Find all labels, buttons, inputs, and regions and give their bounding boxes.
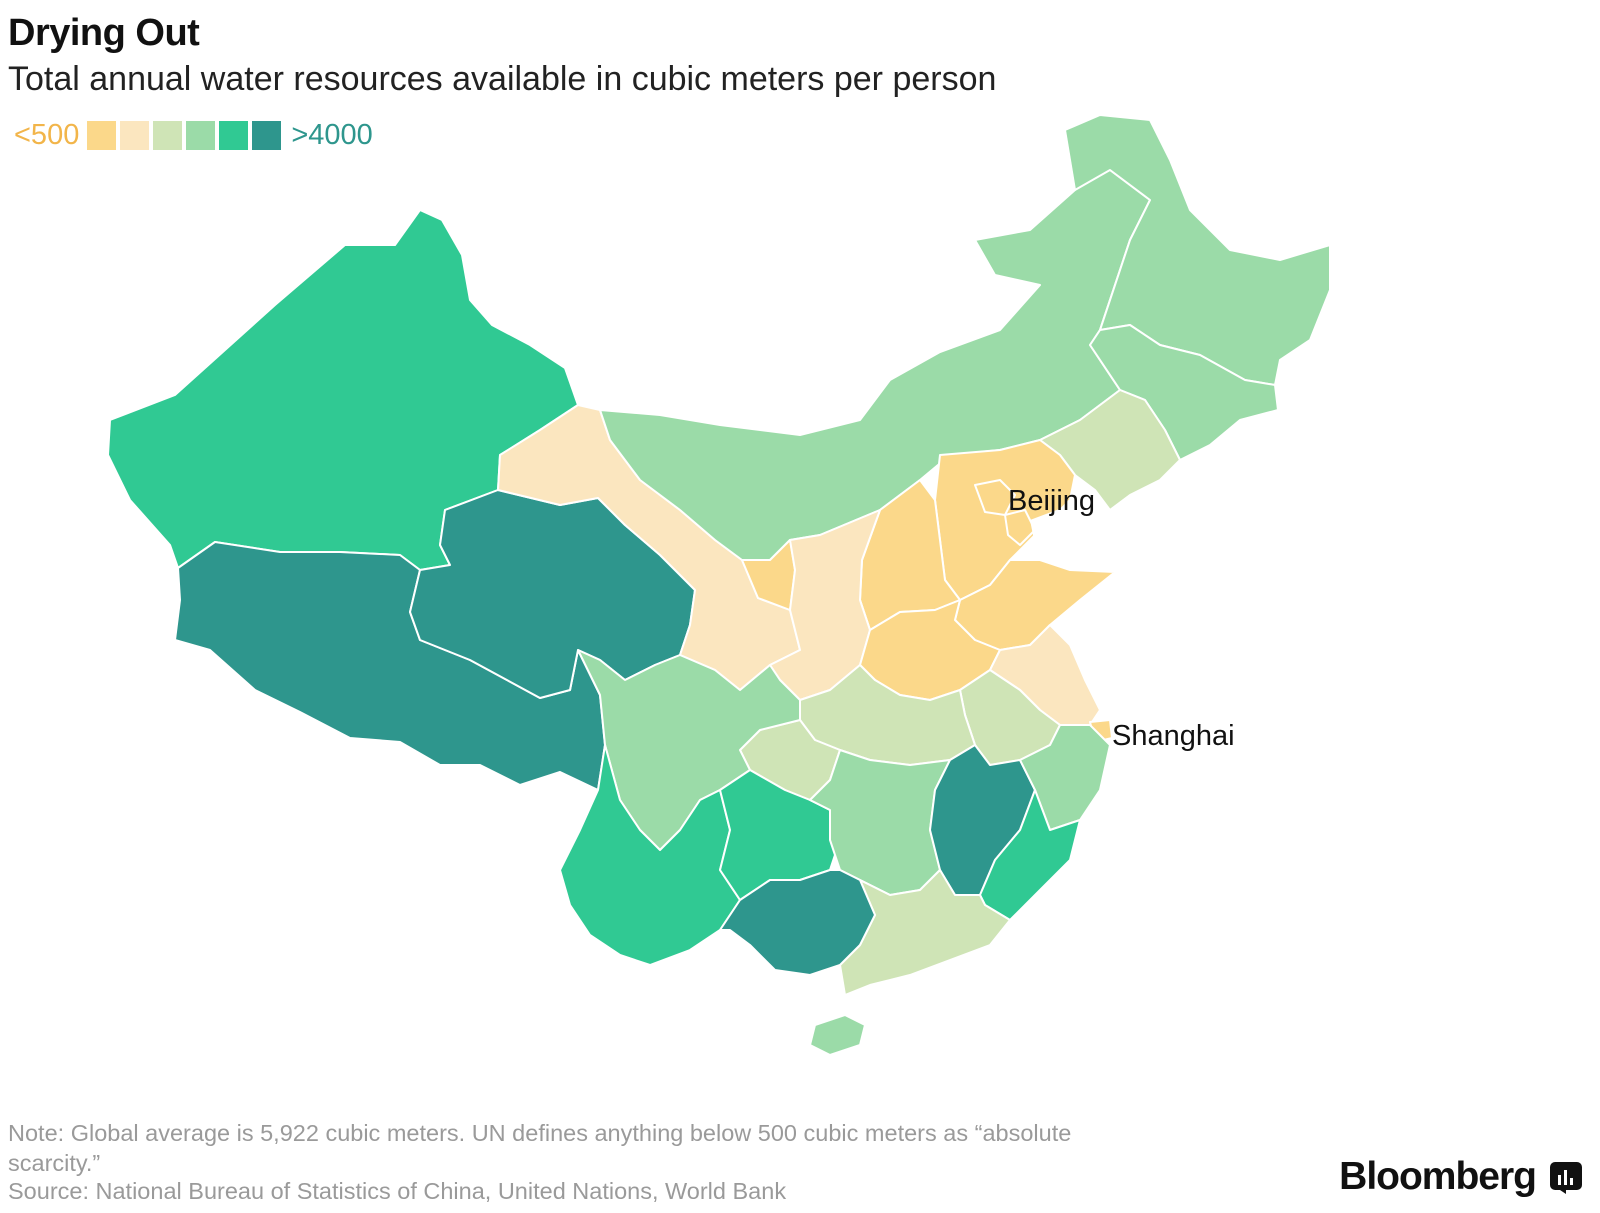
legend-swatch-5 [219,120,249,150]
legend-swatch-2 [120,120,150,150]
region-hainan [809,1014,866,1056]
bloomberg-logo: Bloomberg [1339,1155,1537,1198]
region-beijing [974,479,1016,516]
bloomberg-chart-icon [1550,1162,1582,1194]
legend-low-label: <500 [14,118,80,151]
bohai-sea [1030,505,1090,555]
region-heilongjiang [1064,114,1331,386]
legend-swatch-1 [87,120,117,150]
footnote: Note: Global average is 5,922 cubic mete… [8,1120,1072,1176]
chart-subtitle: Total annual water resources available i… [8,60,997,98]
region-tianjin [1004,509,1036,546]
source-line: Source: National Bureau of Statistics of… [8,1178,787,1204]
legend-swatch-3 [153,120,183,150]
chart-title: Drying Out [8,12,200,54]
legend-swatch-6 [252,120,282,150]
city-label-shanghai: Shanghai [1112,720,1235,752]
legend-high-label: >4000 [291,118,373,151]
city-label-beijing: Beijing [1008,485,1095,517]
region-guangxi [719,869,876,976]
legend-swatch-4 [186,120,216,150]
color-legend: <500 >4000 [14,118,373,152]
